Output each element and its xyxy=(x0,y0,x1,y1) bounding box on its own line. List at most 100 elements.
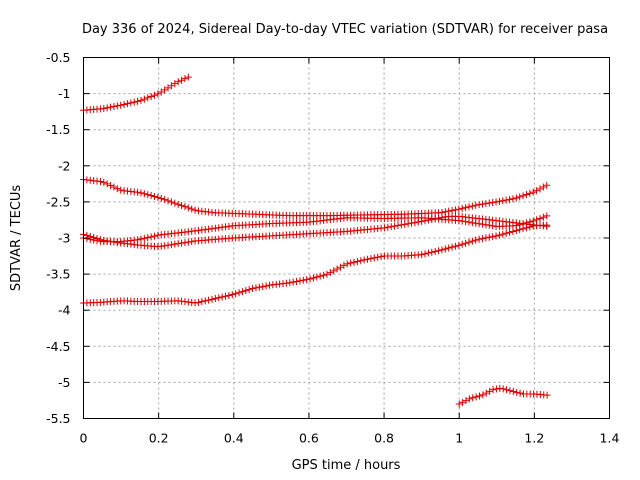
data-point xyxy=(211,295,219,303)
data-point xyxy=(543,181,551,189)
data-point xyxy=(144,94,152,102)
y-tick-label: -5.5 xyxy=(46,411,70,426)
data-point xyxy=(120,100,128,108)
data-point xyxy=(100,178,108,186)
data-point xyxy=(516,193,524,201)
y-tick-labels: -0.5 -1 -1.5 -2 -2.5 -3 -3.5 -4 -4.5 -5 -5.5 xyxy=(46,50,70,426)
x-tick-label: 0.4 xyxy=(224,431,244,446)
data-point xyxy=(320,271,328,279)
data-point xyxy=(374,253,382,261)
data-point xyxy=(489,386,497,394)
data-point xyxy=(543,221,551,229)
series-track-6 xyxy=(455,384,551,408)
data-point xyxy=(522,191,530,199)
series-track-1 xyxy=(80,73,192,114)
data-point xyxy=(448,206,456,214)
data-point xyxy=(123,100,131,108)
data-point xyxy=(485,233,493,241)
data-point xyxy=(526,223,534,231)
data-point xyxy=(178,239,186,247)
data-point xyxy=(184,73,192,81)
data-point xyxy=(313,273,321,281)
data-point xyxy=(93,237,101,245)
series-track-5 xyxy=(80,221,551,307)
data-point xyxy=(455,400,463,408)
data-point xyxy=(485,221,493,229)
data-point xyxy=(151,232,159,240)
data-point xyxy=(117,186,125,194)
data-point xyxy=(512,227,520,235)
data-point xyxy=(350,258,358,266)
data-point xyxy=(519,225,527,233)
data-point xyxy=(154,90,162,98)
data-point xyxy=(451,206,459,214)
data-point xyxy=(499,197,507,205)
data-point xyxy=(218,293,226,301)
data-point xyxy=(144,191,152,199)
data-point xyxy=(181,75,189,83)
data-point xyxy=(506,195,514,203)
x-tick-label: 0.6 xyxy=(299,431,319,446)
data-point xyxy=(462,218,470,226)
x-tick-label: 0.2 xyxy=(149,431,169,446)
data-point xyxy=(509,227,517,235)
data-point xyxy=(238,288,246,296)
data-point xyxy=(522,224,530,232)
chart-title: Day 336 of 2024, Sidereal Day-to-day VTE… xyxy=(82,22,608,37)
data-point xyxy=(472,201,480,209)
data-point xyxy=(174,200,182,208)
data-point xyxy=(516,226,524,234)
data-point xyxy=(438,246,446,254)
data-point xyxy=(178,201,186,209)
data-point xyxy=(529,188,537,196)
data-point xyxy=(107,181,115,189)
data-point xyxy=(137,96,145,104)
data-point xyxy=(174,240,182,248)
data-point xyxy=(164,241,172,249)
data-point xyxy=(100,104,108,112)
data-point xyxy=(479,235,487,243)
series-track-2 xyxy=(80,176,551,220)
data-point xyxy=(323,270,331,278)
data-point xyxy=(418,251,426,259)
data-point xyxy=(249,285,257,293)
data-point xyxy=(336,263,344,271)
data-point xyxy=(353,257,361,265)
data-point xyxy=(492,198,500,206)
data-point xyxy=(171,199,179,207)
data-point xyxy=(134,236,142,244)
x-tick-label: 0.8 xyxy=(374,431,394,446)
data-point xyxy=(255,283,263,291)
data-point xyxy=(387,223,395,231)
data-point xyxy=(441,245,449,253)
data-point xyxy=(265,281,273,289)
data-point xyxy=(479,200,487,208)
data-point xyxy=(161,196,169,204)
data-point xyxy=(167,198,175,206)
data-point xyxy=(140,190,148,198)
data-point xyxy=(462,239,470,247)
data-point xyxy=(445,244,453,252)
data-point xyxy=(536,185,544,193)
y-tick-label: -2.5 xyxy=(46,194,70,209)
data-point xyxy=(222,292,230,300)
x-tick-label: 1.2 xyxy=(524,431,544,446)
data-point xyxy=(110,103,118,111)
data-point xyxy=(181,239,189,247)
data-point xyxy=(140,234,148,242)
data-point xyxy=(347,259,355,267)
data-point xyxy=(110,183,118,191)
data-point xyxy=(519,192,527,200)
data-point xyxy=(516,389,524,397)
data-point xyxy=(384,223,392,231)
data-point xyxy=(157,194,165,202)
data-point xyxy=(479,220,487,228)
data-point xyxy=(543,212,551,220)
data-point xyxy=(147,92,155,100)
data-point xyxy=(475,220,483,228)
data-point xyxy=(242,287,250,295)
data-point xyxy=(462,204,470,212)
data-point xyxy=(303,276,311,284)
data-point xyxy=(154,193,162,201)
